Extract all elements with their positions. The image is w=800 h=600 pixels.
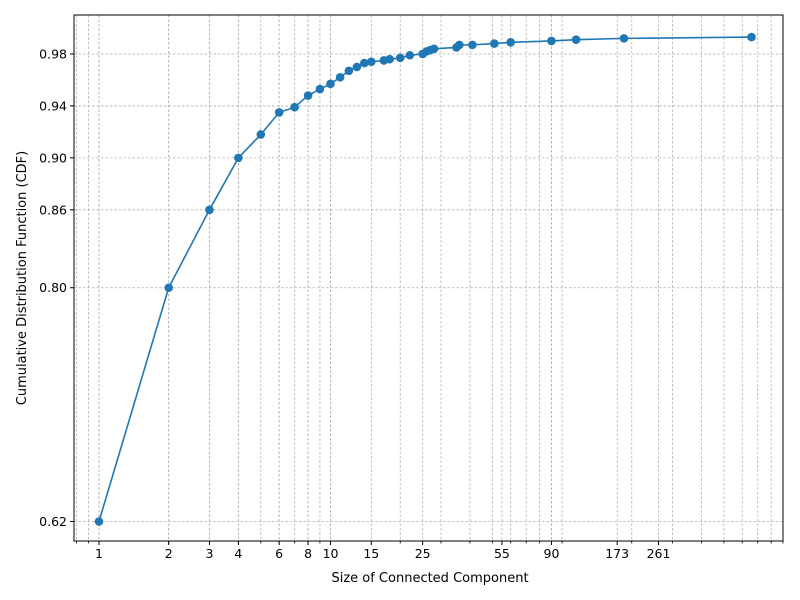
x-tick-label: 2 xyxy=(165,546,173,561)
tick-layer: 1 2 3 4 6 8 10 15 25 55 90 173 261 0.62 0.80 0.86 0.90 0.… xyxy=(39,46,784,561)
data-point xyxy=(619,34,629,43)
y-tick-label: 0.62 xyxy=(39,514,67,529)
x-tick-label: 173 xyxy=(605,546,629,561)
data-point xyxy=(344,66,354,76)
data-point xyxy=(303,91,313,100)
data-point xyxy=(385,54,394,64)
data-point xyxy=(455,40,464,50)
x-tick-label: 6 xyxy=(275,546,283,561)
x-tick-label: 261 xyxy=(647,546,671,561)
data-point xyxy=(468,40,477,50)
data-point xyxy=(747,32,756,42)
data-point xyxy=(234,153,243,163)
y-tick-label: 0.98 xyxy=(39,46,67,61)
x-tick-label: 15 xyxy=(363,546,379,561)
y-tick-label: 0.86 xyxy=(39,202,67,217)
data-point xyxy=(395,53,405,63)
x-tick-label: 55 xyxy=(494,546,510,561)
data-point xyxy=(290,102,299,112)
series-layer xyxy=(94,32,756,526)
x-tick-label: 90 xyxy=(544,546,560,561)
data-point xyxy=(326,79,335,89)
data-point xyxy=(315,84,325,94)
data-point xyxy=(429,44,439,54)
y-tick-label: 0.80 xyxy=(39,280,67,295)
data-point xyxy=(366,57,376,67)
data-point xyxy=(94,517,104,526)
grid xyxy=(74,15,784,541)
plot-frame xyxy=(73,14,784,542)
data-point xyxy=(490,39,499,48)
x-tick-label: 4 xyxy=(234,546,242,561)
data-point xyxy=(274,108,284,117)
data-point xyxy=(256,130,266,139)
y-tick-label: 0.94 xyxy=(39,98,67,113)
data-point xyxy=(352,62,362,72)
data-point xyxy=(571,35,581,44)
x-axis-label: Size of Connected Component xyxy=(331,571,528,586)
data-point xyxy=(547,36,556,46)
x-tick-label: 10 xyxy=(323,546,339,561)
y-tick-label: 0.90 xyxy=(39,150,67,165)
x-tick-label: 1 xyxy=(95,546,103,561)
plot-background xyxy=(74,15,783,541)
x-tick-label: 8 xyxy=(304,546,312,561)
data-point xyxy=(335,73,345,82)
y-axis-label: Cumulative Distribution Function (CDF) xyxy=(15,151,30,405)
x-tick-label: 3 xyxy=(205,546,213,561)
data-point xyxy=(205,205,214,215)
data-point xyxy=(405,50,415,60)
data-point xyxy=(360,58,369,68)
data-point xyxy=(164,283,173,293)
x-tick-label: 25 xyxy=(415,546,431,561)
data-point xyxy=(506,37,515,47)
